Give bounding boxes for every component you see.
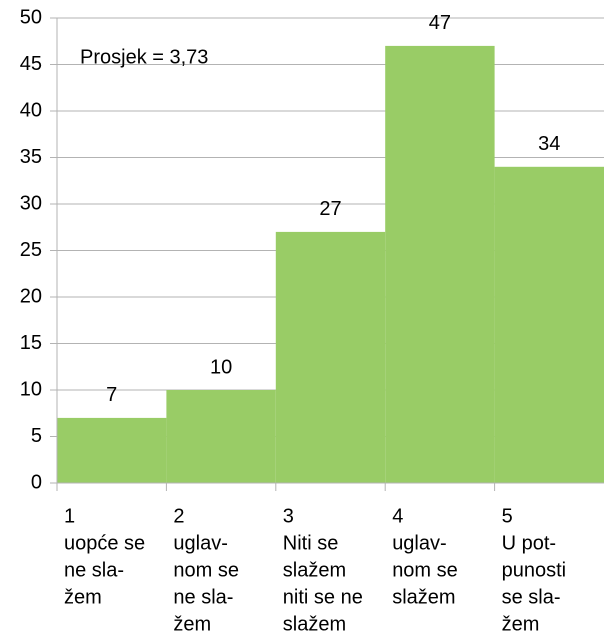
x-tick-label: ne sla- (64, 559, 124, 581)
value-label: 10 (210, 356, 232, 378)
x-tick-label: uglav- (173, 532, 227, 554)
x-tick-label: slažem (283, 559, 346, 581)
x-tick-label: slažem (392, 586, 455, 608)
y-tick-label: 20 (20, 285, 42, 307)
x-tick-label: slažem (283, 613, 346, 633)
x-tick-label: U pot- (502, 532, 556, 554)
x-tick-label: se sla- (502, 586, 561, 608)
x-tick-label: 4 (392, 505, 403, 527)
x-tick-label: žem (502, 613, 540, 633)
value-label: 34 (538, 133, 560, 155)
bar (57, 417, 167, 483)
x-tick-label: 5 (502, 505, 513, 527)
x-tick-label: uglav- (392, 532, 446, 554)
y-tick-label: 10 (20, 378, 42, 400)
bar (494, 166, 604, 484)
value-label: 47 (429, 12, 451, 34)
value-label: 27 (319, 198, 341, 220)
x-tick-label: žem (64, 586, 102, 608)
y-tick-label: 30 (20, 192, 42, 214)
x-tick-label: 2 (173, 505, 184, 527)
x-tick-label: 3 (283, 505, 294, 527)
y-tick-label: 40 (20, 99, 42, 121)
x-tick-label: ne sla- (173, 586, 233, 608)
x-tick-label: Niti se (283, 532, 339, 554)
x-tick-label: niti se ne (283, 586, 363, 608)
x-tick-label: punosti (502, 559, 566, 581)
value-label: 7 (106, 384, 117, 406)
x-tick-label: nom se (173, 559, 239, 581)
y-tick-label: 45 (20, 53, 42, 75)
bar (166, 390, 276, 483)
x-tick-label: uopće se (64, 532, 145, 554)
x-tick-label: 1 (64, 505, 75, 527)
y-tick-label: 25 (20, 239, 42, 261)
x-tick-label: nom se (392, 559, 458, 581)
bar (385, 45, 495, 484)
y-tick-label: 15 (20, 332, 42, 354)
y-tick-label: 50 (20, 6, 42, 28)
bar (275, 231, 386, 483)
y-tick-label: 0 (31, 471, 42, 493)
y-tick-label: 35 (20, 146, 42, 168)
x-tick-label: žem (173, 613, 211, 633)
annotation: Prosjek = 3,73 (80, 46, 208, 68)
y-tick-label: 5 (31, 425, 42, 447)
